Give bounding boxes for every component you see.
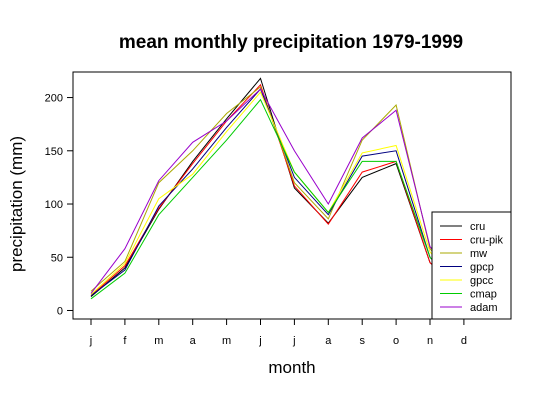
series-line-cmap bbox=[90, 98, 465, 300]
x-tick-label-11: d bbox=[461, 335, 467, 347]
series-line-adam bbox=[90, 88, 465, 294]
y-tick-label-3: 150 bbox=[45, 146, 63, 158]
series-lines bbox=[90, 77, 465, 300]
x-tick-label-4: m bbox=[222, 335, 231, 347]
legend-label-cmap: cmap bbox=[470, 289, 497, 301]
legend-label-gpcc: gpcc bbox=[470, 275, 494, 287]
x-tick-label-1: f bbox=[123, 335, 127, 347]
x-tick-label-3: a bbox=[190, 335, 197, 347]
legend-box bbox=[431, 211, 512, 320]
x-tick-label-7: a bbox=[325, 335, 332, 347]
x-tick-label-8: s bbox=[359, 335, 365, 347]
y-axis: 0 50 100 150 200 bbox=[45, 93, 73, 317]
y-tick-label-0: 0 bbox=[57, 305, 63, 317]
legend-label-cru: cru bbox=[470, 221, 485, 233]
chart-title: mean monthly precipitation 1979-1999 bbox=[119, 32, 463, 53]
x-tick-label-5: j bbox=[258, 335, 261, 347]
x-tick-label-6: j bbox=[292, 335, 295, 347]
legend-label-adam: adam bbox=[470, 302, 498, 314]
series-line-gpcc bbox=[90, 91, 465, 295]
x-tick-label-10: n bbox=[427, 335, 433, 347]
legend-label-cru-pik: cru-pik bbox=[470, 235, 504, 247]
series-line-cru-pik bbox=[90, 83, 465, 296]
legend-label-gpcp: gpcp bbox=[470, 262, 494, 274]
legend-label-mw: mw bbox=[470, 248, 487, 260]
y-tick-label-4: 200 bbox=[45, 93, 63, 105]
y-tick-label-2: 100 bbox=[45, 199, 63, 211]
x-tick-label-0: j bbox=[89, 335, 92, 347]
x-axis-label: month bbox=[268, 358, 315, 377]
x-tick-label-2: m bbox=[154, 335, 163, 347]
x-tick-label-9: o bbox=[393, 335, 399, 347]
y-axis-label: precipitation (mm) bbox=[7, 136, 26, 272]
y-tick-label-1: 50 bbox=[51, 252, 63, 264]
plot-box bbox=[72, 71, 512, 320]
